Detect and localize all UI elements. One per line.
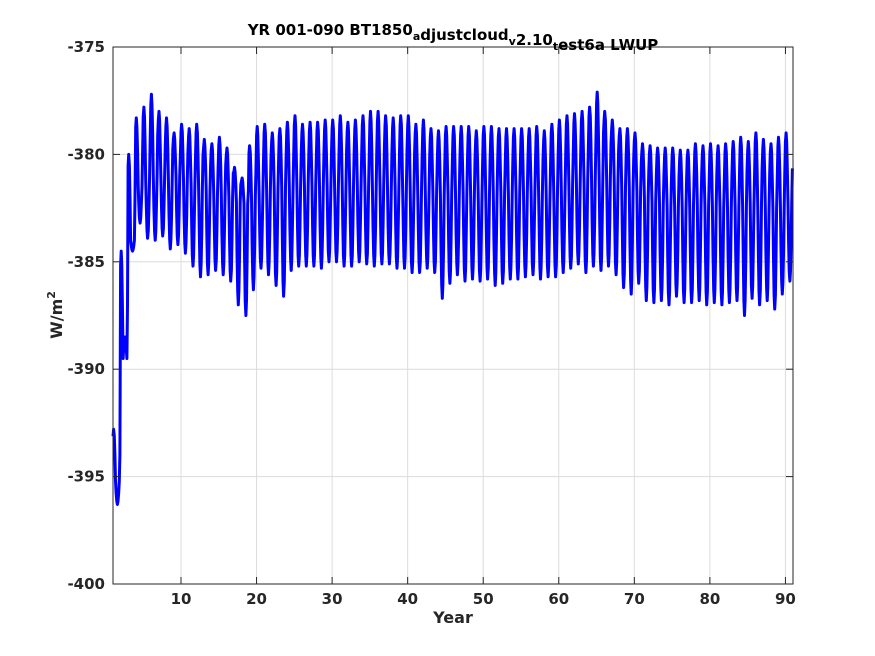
chart-title: YR 001-090 BT1850adjustcloudv2.10test6a … <box>247 21 659 54</box>
series-line <box>111 90 794 506</box>
x-tick-label: 60 <box>548 590 569 608</box>
title-subscript: a <box>413 30 420 43</box>
x-axis-label: Year <box>432 608 473 627</box>
title-text: djustcloud <box>420 26 508 44</box>
title-text: YR 001-090 BT1850 <box>247 21 413 39</box>
x-tick-label: 70 <box>624 590 645 608</box>
title-subscript: t <box>553 40 558 53</box>
x-tick-label: 90 <box>775 590 796 608</box>
series-layer <box>111 90 794 506</box>
y-label-base: W/m <box>47 299 66 339</box>
x-tick-label: 30 <box>322 590 343 608</box>
y-tick-label: -375 <box>67 38 105 56</box>
y-tick-label: -400 <box>67 575 105 593</box>
x-tick-label: 40 <box>397 590 418 608</box>
ticks: 10 20 30 40 50 60 70 80 90 -400 -395 -390 -385 -380 -3… <box>67 38 795 608</box>
title-text: est6a LWUP <box>558 36 658 54</box>
x-tick-label: 50 <box>473 590 494 608</box>
title-subscript: v <box>509 35 517 48</box>
axes-box <box>112 46 794 585</box>
y-tick-label: -380 <box>67 145 105 163</box>
y-axis-label: W/m2 <box>45 291 66 339</box>
x-tick-label: 20 <box>246 590 267 608</box>
title-text: 2.10 <box>516 31 553 49</box>
y-label-superscript: 2 <box>45 291 58 299</box>
y-tick-label: -385 <box>67 253 105 271</box>
x-tick-label: 10 <box>171 590 192 608</box>
x-tick-label: 80 <box>699 590 720 608</box>
y-tick-label: -395 <box>67 468 105 486</box>
y-tick-label: -390 <box>67 360 105 378</box>
